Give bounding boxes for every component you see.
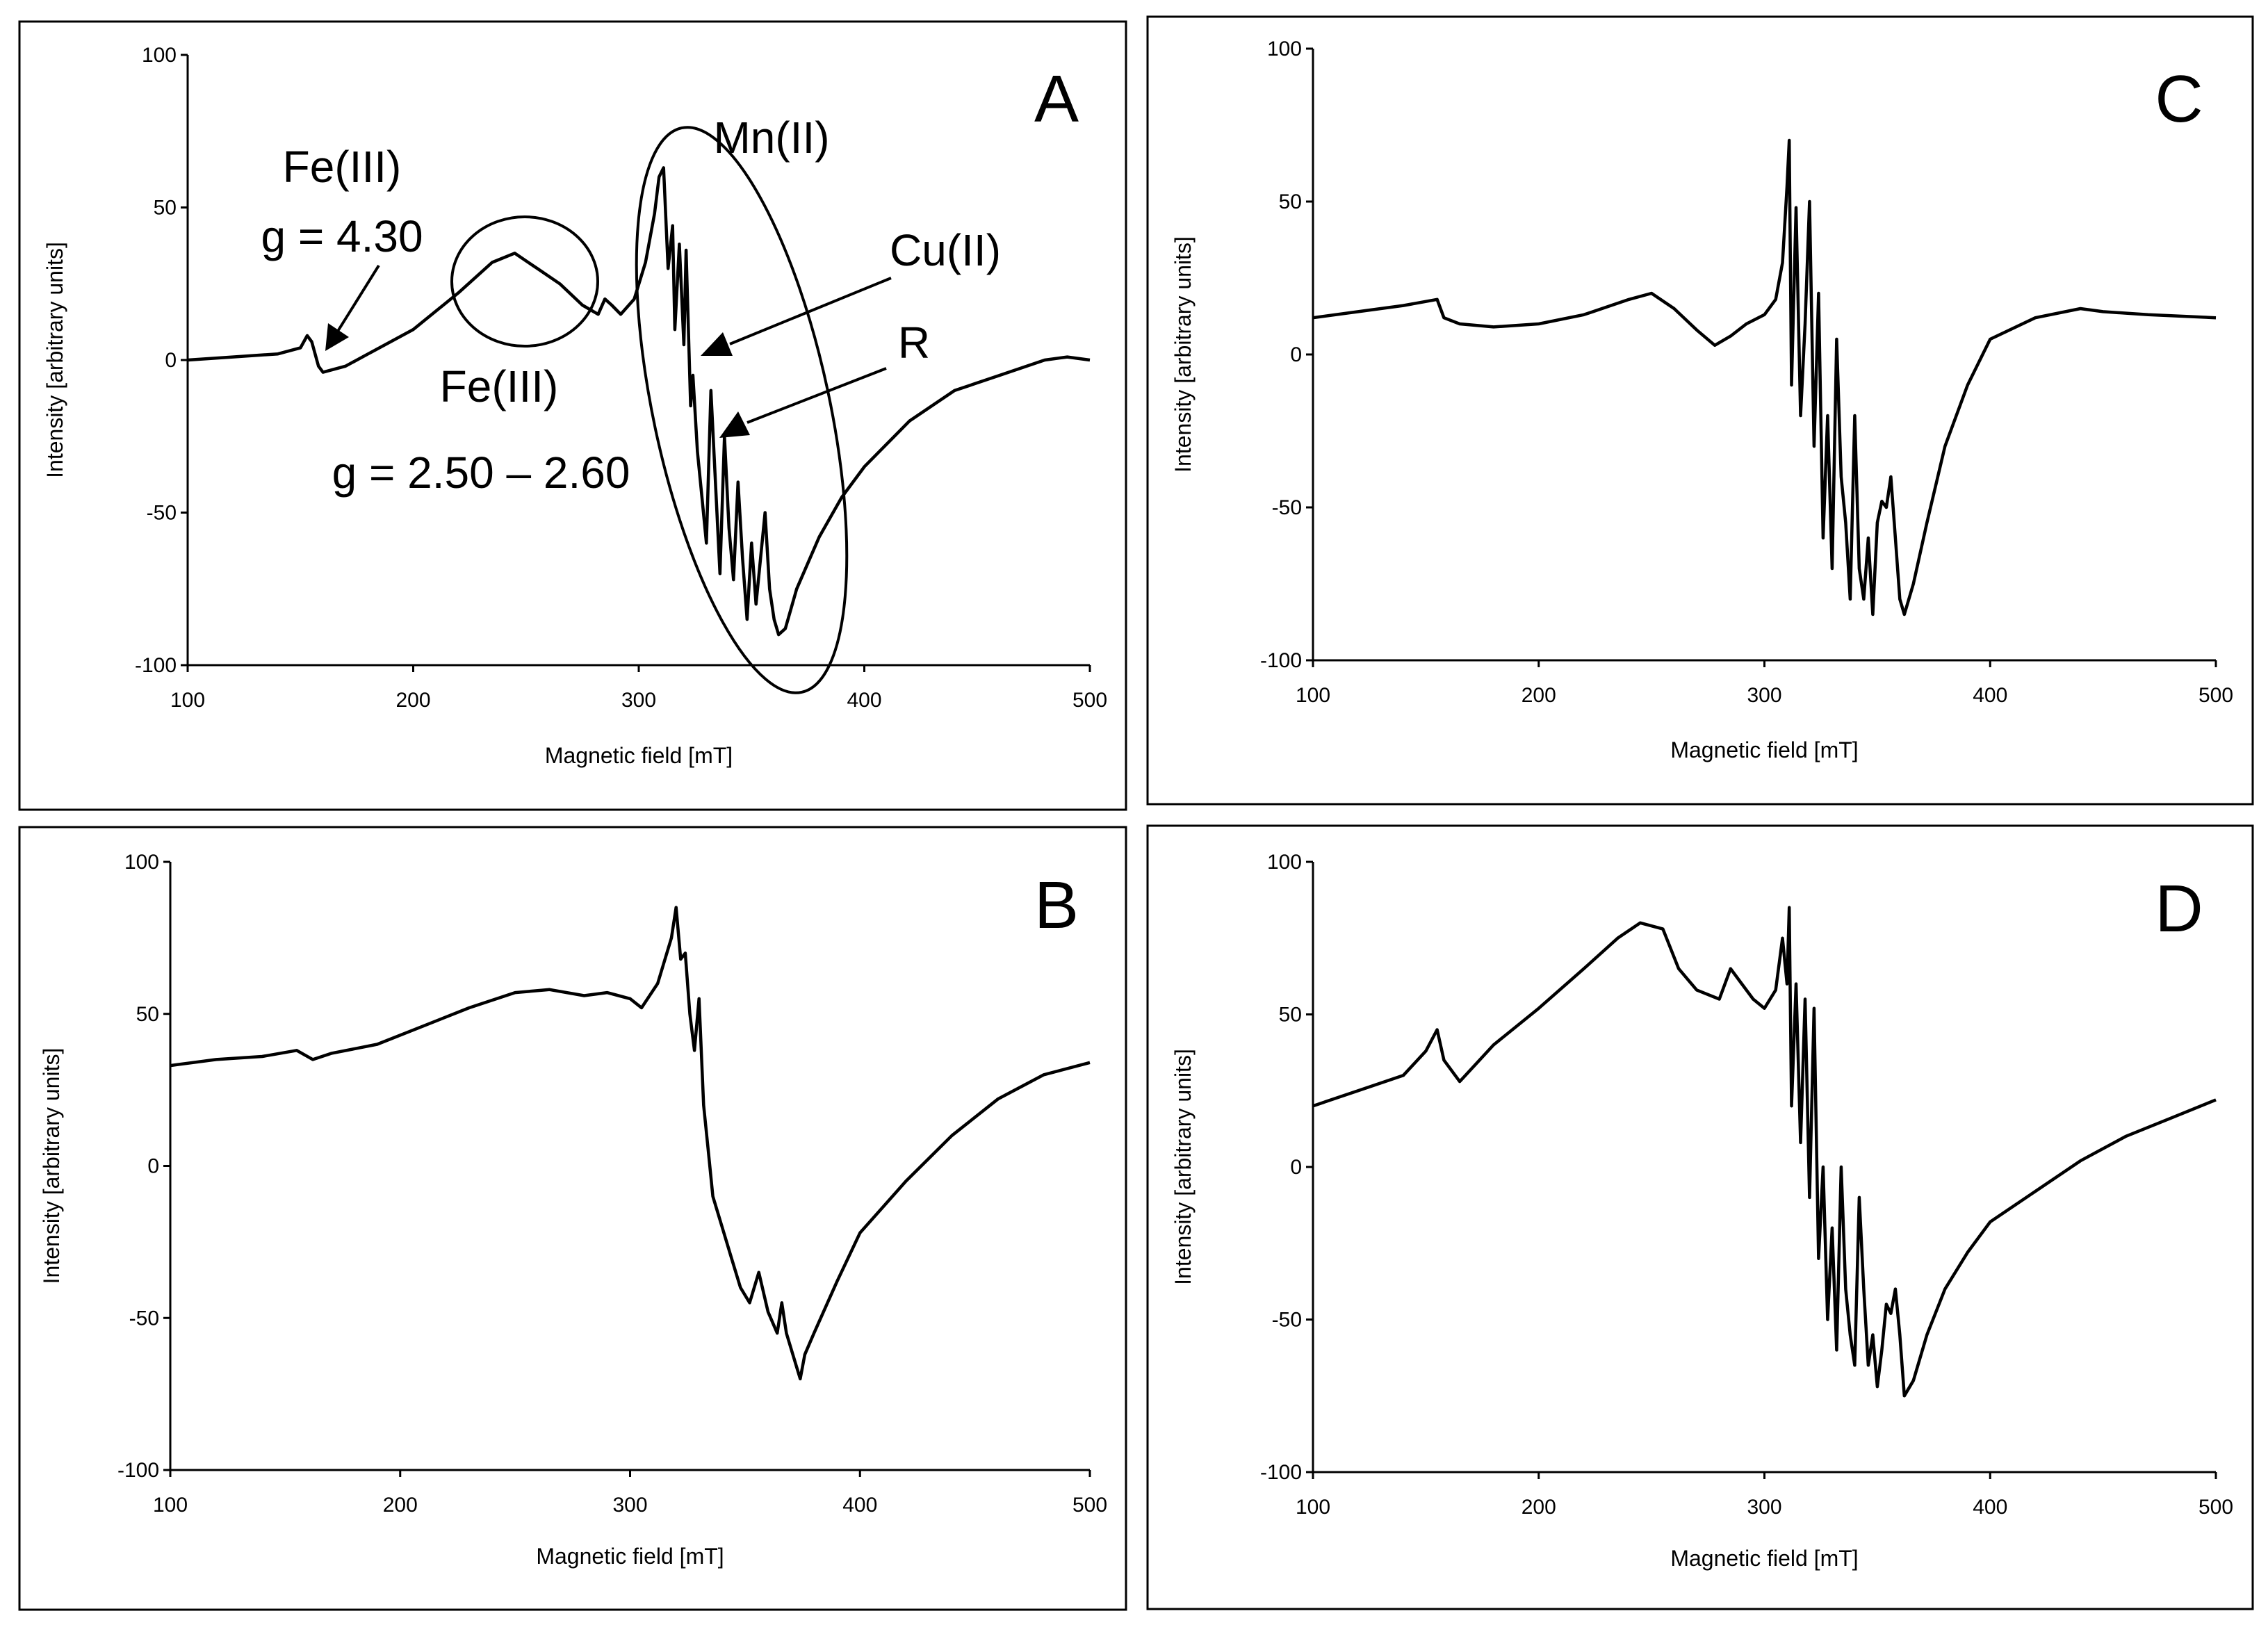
y-tick-label-a-3: -50 [147,502,177,525]
y-axis-title-a: Intensity [arbitrary units] [42,242,67,478]
y-tick-label-a-1: 50 [154,197,177,220]
panel-frame-a [18,20,1127,811]
panel-letter-d: D [2155,872,2203,946]
arrowhead-cu-ii [701,332,733,356]
x-tick-label-a-2: 300 [621,689,656,712]
x-tick-label-b-0: 100 [153,1494,188,1517]
y-axis-title-c: Intensity [arbitrary units] [1170,236,1196,473]
series-line-b-0 [170,906,1091,1381]
annotation-text-a-5: Cu(II) [890,225,1001,275]
panel-letter-b: B [1034,868,1079,942]
arrowhead-fe-g430 [325,323,349,351]
y-tick-label-d-3: -50 [1272,1309,1302,1332]
annotation-arrow-cu-ii [729,277,892,345]
y-tick-label-a-2: 0 [165,349,177,372]
panel-letter-c: C [2155,62,2203,136]
x-tick-label-a-0: 100 [170,689,205,712]
x-tick-label-c-3: 400 [1973,684,2007,707]
annotation-arrow-r [747,367,887,424]
y-axis-title-d: Intensity [arbitrary units] [1170,1049,1196,1285]
y-tick-label-d-2: 0 [1290,1156,1302,1179]
panel-frame-d [1146,824,2254,1610]
annotations-panel-a [325,126,892,694]
y-tick-label-b-1: 50 [136,1003,159,1026]
panel-letter-a: A [1034,62,1079,136]
y-tick-label-d-0: 100 [1267,851,1302,874]
y-tick-label-d-4: -100 [1260,1461,1302,1484]
x-tick-label-d-4: 500 [2198,1496,2233,1519]
panel-frame-b [18,826,1127,1611]
y-tick-label-c-3: -50 [1272,496,1302,519]
y-tick-label-b-2: 0 [147,1155,159,1178]
x-axis-title-c: Magnetic field [mT] [1670,737,1858,762]
series-line-a-0 [187,166,1091,637]
x-tick-label-c-1: 200 [1521,684,1556,707]
y-tick-label-b-3: -50 [129,1307,159,1330]
series-line-d-0 [1312,906,2217,1398]
x-axis-title-d: Magnetic field [mT] [1670,1546,1858,1571]
annotation-text-a-0: Fe(III) [283,142,402,192]
annotation-arrow-fe-g430 [336,264,380,334]
x-tick-label-b-1: 200 [383,1494,418,1517]
panel-frame-c [1146,15,2254,806]
x-tick-label-b-3: 400 [842,1494,877,1517]
annotation-text-a-3: g = 2.50 – 2.60 [332,448,630,498]
annotation-text-a-2: Fe(III) [440,361,559,411]
x-tick-label-c-2: 300 [1747,684,1781,707]
x-tick-label-a-3: 400 [847,689,881,712]
x-axis-title-a: Magnetic field [mT] [545,743,733,768]
y-tick-label-a-4: -100 [135,654,177,677]
annotation-text-a-6: R [898,318,930,368]
x-tick-label-d-0: 100 [1296,1496,1330,1519]
y-axis-title-b: Intensity [arbitrary units] [39,1048,64,1284]
x-tick-label-d-1: 200 [1521,1496,1556,1519]
x-tick-label-c-0: 100 [1296,684,1330,707]
x-tick-label-c-4: 500 [2198,684,2233,707]
annotation-ellipse-fe-iii [450,215,599,348]
x-axis-title-b: Magnetic field [mT] [536,1544,724,1569]
x-tick-label-b-2: 300 [612,1494,647,1517]
arrowhead-r [719,411,750,438]
x-tick-label-b-4: 500 [1072,1494,1107,1517]
x-tick-label-d-3: 400 [1973,1496,2007,1519]
annotation-text-a-1: g = 4.30 [261,211,423,261]
y-tick-label-b-0: 100 [124,851,159,874]
y-tick-label-d-1: 50 [1279,1004,1302,1027]
x-tick-label-d-2: 300 [1747,1496,1781,1519]
y-tick-label-c-4: -100 [1260,649,1302,672]
y-tick-label-b-4: -100 [117,1459,159,1482]
y-tick-label-c-1: 50 [1279,190,1302,213]
x-tick-label-a-1: 200 [395,689,430,712]
y-tick-label-c-0: 100 [1267,38,1302,60]
y-tick-label-a-0: 100 [142,44,177,67]
series-line-c-0 [1312,138,2217,616]
y-tick-label-c-2: 0 [1290,343,1302,366]
x-tick-label-a-4: 500 [1072,689,1107,712]
